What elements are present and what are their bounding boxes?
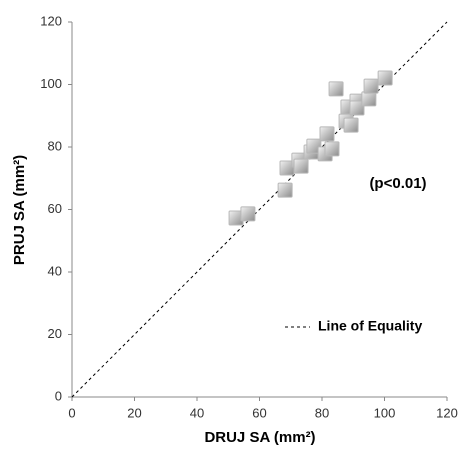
point [361,91,377,107]
x-tick-label: 80 [315,405,329,420]
point [363,78,379,94]
point [324,141,340,157]
x-tick-label: 100 [374,405,396,420]
x-tick-label: 0 [68,405,75,420]
point [377,70,393,86]
point [306,138,322,154]
point [328,81,344,97]
point [240,206,256,222]
y-tick-label: 100 [40,76,62,91]
x-tick-label: 20 [127,405,141,420]
y-tick-label: 40 [48,263,62,278]
equality-line [71,21,448,398]
y-tick-label: 0 [55,388,62,403]
x-axis-label: DRUJ SA (mm²) [204,429,315,446]
point [343,117,359,133]
point [293,158,309,174]
point [319,126,335,142]
y-tick-label: 60 [48,201,62,216]
annotation: (p<0.01) [369,175,426,192]
point [349,100,365,116]
y-tick-label: 120 [40,13,62,28]
y-axis-label: PRUJ SA (mm²) [11,155,28,265]
x-tick-label: 40 [190,405,204,420]
point [277,182,293,198]
y-tick-label: 80 [48,138,62,153]
x-tick-label: 60 [252,405,266,420]
legend-label: Line of Equality [318,318,422,334]
y-tick-label: 20 [48,326,62,341]
x-tick-label: 120 [436,405,458,420]
